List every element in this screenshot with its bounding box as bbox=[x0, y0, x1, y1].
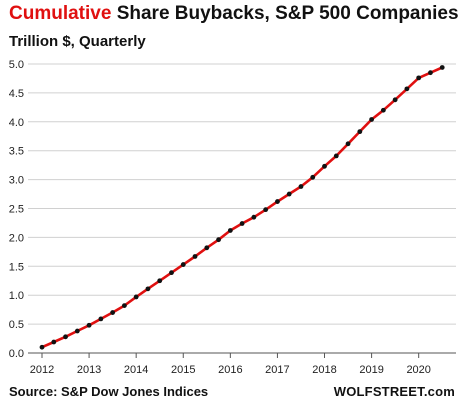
data-point bbox=[180, 262, 186, 267]
data-point bbox=[39, 344, 45, 350]
data-point bbox=[345, 141, 351, 147]
data-point bbox=[98, 316, 104, 322]
x-tick-label: 2015 bbox=[171, 364, 195, 376]
x-tick-label: 2013 bbox=[77, 364, 101, 376]
x-tick-label: 2020 bbox=[406, 364, 430, 376]
grid-lines bbox=[28, 63, 456, 325]
data-point bbox=[239, 221, 245, 226]
y-tick-label: 5.0 bbox=[9, 59, 24, 71]
data-point bbox=[122, 303, 127, 309]
x-tick-label: 2014 bbox=[124, 364, 148, 376]
data-point bbox=[439, 65, 445, 70]
y-tick-label: 4.5 bbox=[9, 88, 24, 100]
data-point bbox=[169, 270, 174, 276]
data-point bbox=[263, 207, 269, 213]
chart-title-accent: Cumulative bbox=[9, 3, 112, 24]
brand-label: WOLFSTREET.com bbox=[333, 384, 455, 399]
data-point bbox=[286, 191, 292, 197]
data-point bbox=[86, 322, 92, 328]
data-point bbox=[333, 153, 339, 159]
data-point bbox=[392, 97, 398, 103]
data-point bbox=[298, 184, 304, 189]
data-point bbox=[51, 339, 57, 345]
x-tick-labels: 2012 2013 2014 2015 2016 2017 2018 2019 2020 bbox=[30, 364, 431, 376]
data-point bbox=[110, 310, 116, 315]
data-point bbox=[74, 328, 80, 334]
data-point bbox=[275, 199, 280, 204]
y-tick-label: 0.5 bbox=[9, 319, 24, 331]
data-point bbox=[251, 214, 257, 220]
y-tick-label: 2.0 bbox=[9, 232, 24, 244]
data-point bbox=[380, 107, 386, 113]
y-tick-label: 2.5 bbox=[9, 204, 24, 216]
y-tick-label: 1.5 bbox=[9, 261, 24, 273]
y-tick-label: 3.5 bbox=[9, 146, 24, 158]
x-tick-label: 2012 bbox=[30, 364, 54, 376]
data-point bbox=[416, 75, 422, 81]
data-point bbox=[63, 334, 68, 340]
data-point bbox=[192, 254, 198, 259]
data-point bbox=[369, 117, 374, 122]
data-point bbox=[133, 294, 139, 300]
x-tick-label: 2017 bbox=[265, 364, 289, 376]
x-tick-label: 2018 bbox=[312, 364, 336, 376]
data-point bbox=[428, 70, 433, 76]
x-tick-label: 2019 bbox=[359, 364, 383, 376]
chart-title-rest: Share Buybacks, S&P 500 Companies bbox=[111, 3, 459, 24]
data-point bbox=[204, 245, 210, 251]
y-tick-labels: 0.0 0.5 1.0 1.5 2.0 2.5 3.0 3.5 4.0 4.5 5.0 bbox=[9, 59, 24, 360]
data-point bbox=[216, 237, 221, 243]
data-point bbox=[310, 174, 316, 180]
data-point bbox=[157, 278, 163, 284]
y-tick-label: 0.0 bbox=[9, 348, 24, 360]
data-point bbox=[322, 163, 327, 169]
data-point bbox=[227, 228, 233, 233]
y-tick-label: 1.0 bbox=[9, 290, 24, 302]
source-note: Source: S&P Dow Jones Indices bbox=[9, 384, 209, 399]
data-point bbox=[404, 86, 410, 92]
x-tick-label: 2016 bbox=[218, 364, 242, 376]
chart-subtitle: Trillion $, Quarterly bbox=[9, 33, 146, 50]
y-tick-label: 4.0 bbox=[9, 117, 24, 129]
data-point bbox=[357, 129, 363, 135]
axes bbox=[28, 352, 456, 358]
chart-title: Cumulative Share Buybacks, S&P 500 Compa… bbox=[9, 3, 459, 25]
y-tick-label: 3.0 bbox=[9, 175, 24, 187]
data-point bbox=[145, 286, 151, 292]
series-layer bbox=[39, 65, 445, 350]
